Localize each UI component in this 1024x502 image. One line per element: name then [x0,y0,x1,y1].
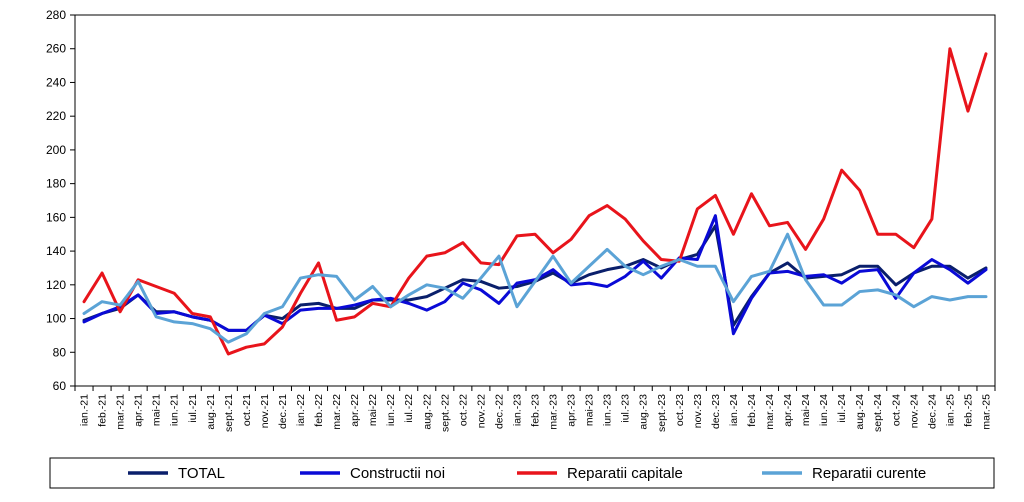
x-tick-label: dec.-23 [710,394,722,429]
x-tick-label: sept.-22 [439,394,451,432]
x-tick-label: ian.-22 [295,394,307,426]
x-tick-label: feb.-21 [97,394,109,427]
x-tick-label: feb.-23 [530,394,542,427]
y-tick-label: 120 [46,278,66,292]
x-tick-label: mai-23 [584,394,596,426]
x-tick-label: nov.-22 [475,394,487,428]
legend-label: Constructii noi [350,465,445,482]
x-tick-label: mai-24 [800,394,812,426]
x-tick-label: ian.-24 [728,394,740,426]
legend-label: TOTAL [178,465,225,482]
x-tick-label: apr.-21 [133,394,145,427]
x-tick-label: mar.-25 [980,394,992,430]
x-tick-label: mar.-24 [764,394,776,430]
x-tick-label: nov.-21 [259,394,271,428]
x-tick-label: oct.-24 [890,394,902,426]
x-tick-label: mar.-22 [331,394,343,430]
x-tick-label: dec.-22 [493,394,505,429]
x-tick-label: apr.-23 [566,394,578,427]
y-tick-label: 220 [46,109,66,123]
y-tick-label: 80 [53,345,67,359]
x-tick-label: feb.-24 [746,394,758,427]
x-tick-label: iun.-22 [385,394,397,426]
x-tick-label: sept.-24 [872,394,884,432]
x-tick-label: sept.-21 [223,394,235,432]
legend-label: Reparatii capitale [567,465,683,482]
x-tick-label: mai-21 [151,394,163,426]
y-tick-label: 200 [46,143,66,157]
x-tick-label: apr.-22 [349,394,361,427]
series-line-3 [82,232,988,344]
x-tick-label: ian.-23 [511,394,523,426]
y-tick-label: 140 [46,244,66,258]
x-tick-label: aug.-23 [638,394,650,430]
x-tick-label: aug.-21 [205,394,217,430]
x-tick-label: oct.-22 [457,394,469,426]
y-tick-label: 180 [46,177,66,191]
x-tick-label: iun.-24 [818,394,830,426]
x-tick-label: feb.-25 [962,394,974,427]
x-tick-label: nov.-24 [908,394,920,428]
y-tick-label: 100 [46,312,66,326]
plot-area [74,14,996,387]
x-tick-label: dec.-24 [926,394,938,429]
y-tick-label: 160 [46,210,66,224]
y-tick-label: 240 [46,75,66,89]
x-tick-label: oct.-21 [241,394,253,426]
x-tick-label: sept.-23 [656,394,668,432]
x-tick-label: feb.-22 [313,394,325,427]
x-tick-label: mar.-23 [548,394,560,430]
y-tick-label: 280 [46,8,66,22]
x-tick-label: iul.-23 [620,394,632,423]
x-tick-label: iul.-21 [187,394,199,423]
x-tick-label: mai-22 [367,394,379,426]
axes: 60 80 100 120 140 160 180 200 220 240 260 280 ian.-2… [46,8,996,432]
y-tick-label: 60 [53,379,67,393]
x-tick-label: iun.-23 [602,394,614,426]
series-lines [82,47,988,356]
x-tick-label: iul.-22 [403,394,415,423]
series-line-2 [82,47,988,356]
legend: TOTAL Constructii noi Reparatii capitale Re… [49,457,995,489]
x-tick-label: aug.-24 [854,394,866,430]
y-tick-label: 260 [46,42,66,56]
x-tick-label: iul.-24 [836,394,848,423]
x-tick-label: ian.-25 [944,394,956,426]
x-tick-label: nov.-23 [692,394,704,428]
x-tick-label: aug.-22 [421,394,433,430]
x-tick-label: apr.-24 [782,394,794,427]
x-tick-label: iun.-21 [169,394,181,426]
x-tick-label: ian.-21 [79,394,91,426]
x-tick-label: dec.-21 [277,394,289,429]
x-tick-label: mar.-21 [115,394,127,430]
legend-label: Reparatii curente [812,465,926,482]
x-tick-label: oct.-23 [674,394,686,426]
